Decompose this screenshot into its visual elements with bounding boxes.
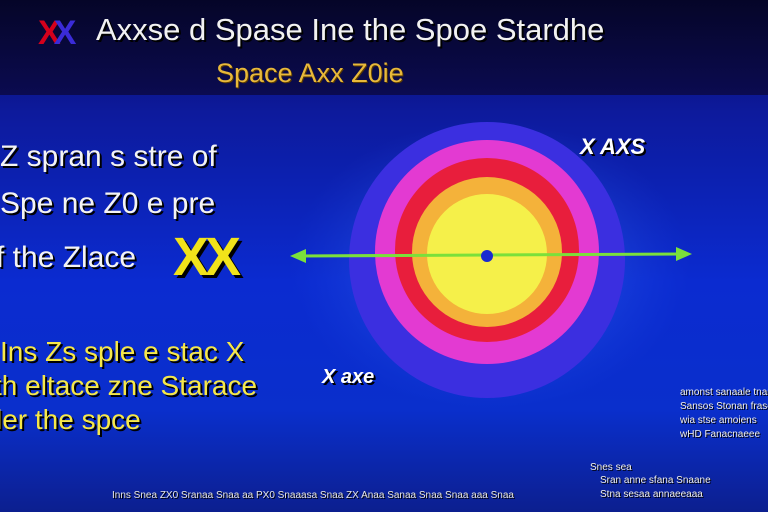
note-line-6: Sran anne sfana Snaane xyxy=(600,475,711,486)
yellow-text-line-1: Ins Zs sple e stac X xyxy=(0,336,245,367)
big-xx-label: XX xyxy=(173,227,241,287)
axis-arrow-left xyxy=(290,249,306,263)
yellow-text-line-3: ler the spce xyxy=(0,404,141,435)
note-line-4: wHD Fanacnaeee xyxy=(680,429,761,440)
center-dot xyxy=(481,250,493,262)
note-line-1: amonst sanaale tnan xyxy=(680,387,768,398)
note-line-7: Stna sesaa annaeeaaa xyxy=(600,489,703,500)
note-line-3: wia stse amoiens xyxy=(680,415,757,426)
axis-arrow-right xyxy=(676,247,692,261)
axis-label-bottom: X axe xyxy=(322,366,375,388)
header-band xyxy=(0,0,768,95)
page-subtitle: Space Axx Z0ie xyxy=(216,58,404,88)
footer-caption: Inns Snea ZX0 Sranaa Snaa aa PX0 Snaaasa… xyxy=(112,490,514,501)
note-line-2: Sansos Stonan fraseer xyxy=(680,401,768,412)
axis-label-top: X AXS xyxy=(580,134,646,159)
logo-red-x: X xyxy=(38,14,61,52)
left-text-line-3: f the Zlace xyxy=(0,241,137,274)
logo-xx: XX xyxy=(38,14,77,53)
logo-blue-x: X xyxy=(53,14,77,52)
left-text-line-1: Z spran s stre of xyxy=(0,140,217,173)
page-title: Axxse d Spase Ine the Spoe Stardhe xyxy=(96,12,605,47)
yellow-text-line-2: th eltace zne Starace xyxy=(0,370,258,401)
left-text-line-2: Spe ne Z0 e pre xyxy=(0,187,216,220)
note-line-5: Snes sea xyxy=(590,462,632,473)
